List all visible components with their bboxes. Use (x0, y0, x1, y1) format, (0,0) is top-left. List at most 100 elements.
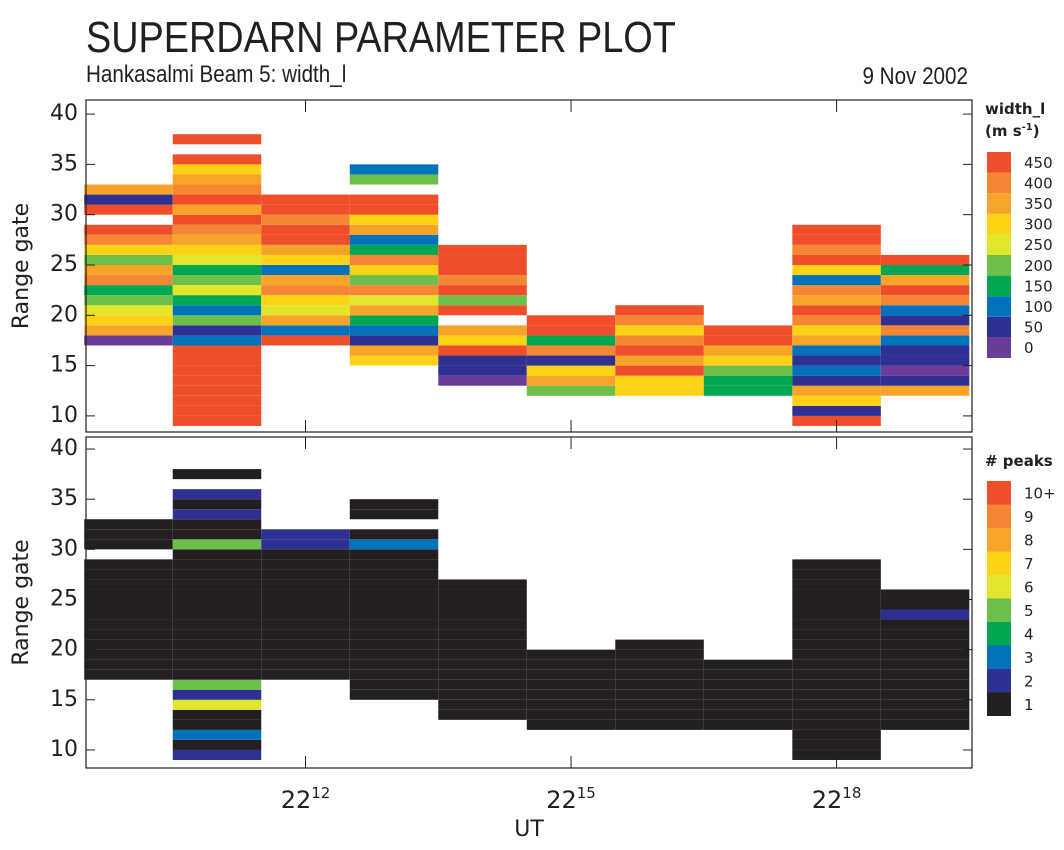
x-tick-hour: 22 (812, 786, 843, 814)
x-tick-hour: 22 (281, 786, 312, 814)
plot-frame (85, 99, 973, 433)
cell (172, 599, 262, 610)
colorbar-label: 350 (1024, 195, 1053, 213)
cell (526, 669, 616, 680)
cell (84, 609, 173, 620)
cell (84, 669, 173, 680)
cell (880, 264, 970, 276)
y-tick-label: 15 (50, 687, 78, 712)
cell (526, 679, 616, 690)
cell (526, 699, 616, 710)
cell (172, 154, 262, 165)
cell (172, 285, 262, 296)
cell (349, 325, 439, 336)
colorbar-swatch (987, 316, 1011, 338)
colorbar-swatch (987, 669, 1011, 693)
cell (880, 355, 970, 366)
cell (172, 204, 262, 215)
cell (349, 264, 439, 276)
cell (349, 285, 439, 296)
cell (261, 639, 350, 650)
cell (703, 699, 793, 710)
cell (172, 609, 262, 620)
cell (261, 599, 350, 610)
y-axis-label: Range gate (9, 203, 34, 329)
cell (880, 345, 970, 356)
colorbar-title: width_l (985, 100, 1045, 118)
cell (438, 689, 527, 700)
cell (880, 305, 970, 316)
cell (349, 609, 439, 620)
colorbar-swatch (987, 551, 1011, 575)
cell (880, 589, 970, 600)
cell (172, 529, 262, 540)
cell (615, 669, 704, 680)
cell (880, 375, 970, 386)
cell (792, 699, 881, 710)
cell (792, 709, 881, 720)
cell (261, 325, 350, 336)
x-axis-label: UT (514, 817, 544, 842)
cell (615, 639, 704, 650)
cell (84, 224, 173, 235)
cell (172, 325, 262, 336)
y-tick-label: 30 (50, 202, 78, 227)
cell (172, 385, 262, 396)
cell (261, 204, 350, 215)
cell (84, 619, 173, 630)
cell (349, 529, 439, 540)
cell (880, 325, 970, 336)
cell (792, 264, 881, 276)
cell (792, 719, 881, 730)
cell (438, 589, 527, 600)
cell (526, 709, 616, 720)
cell (84, 325, 173, 336)
cell (261, 234, 350, 245)
cell (261, 275, 350, 286)
cell (261, 589, 350, 600)
cell (615, 335, 704, 346)
cell (703, 365, 793, 376)
cell (792, 405, 881, 416)
cell (84, 599, 173, 610)
cell (172, 669, 262, 680)
cell (792, 679, 881, 690)
cell (615, 719, 704, 730)
cell (615, 355, 704, 366)
cell (172, 275, 262, 286)
cell (172, 619, 262, 630)
cell (526, 649, 616, 660)
cell (438, 709, 527, 720)
cell (880, 669, 970, 680)
cell (172, 649, 262, 660)
colorbar-swatch (987, 528, 1011, 552)
cell (349, 679, 439, 690)
cell (349, 649, 439, 660)
cell (349, 509, 439, 520)
y-tick-label: 25 (50, 252, 78, 277)
chart-title: SUPERDARN PARAMETER PLOT (86, 12, 676, 61)
cell (172, 569, 262, 580)
cell (880, 619, 970, 630)
cell (172, 499, 262, 510)
cell (84, 315, 173, 326)
cell (792, 639, 881, 650)
cell (349, 599, 439, 610)
cell (703, 335, 793, 346)
colorbar-label: 400 (1024, 174, 1053, 192)
cell (792, 305, 881, 316)
cell (792, 609, 881, 620)
cell (703, 669, 793, 680)
cell (172, 305, 262, 316)
cell (615, 659, 704, 670)
colorbar-label: 7 (1024, 555, 1034, 573)
x-tick-label: 2218 (812, 784, 862, 814)
cell (261, 224, 350, 235)
cell (172, 749, 262, 760)
cell (261, 669, 350, 680)
cell (438, 285, 527, 296)
cell (880, 719, 970, 730)
cell (261, 264, 350, 276)
cell (880, 285, 970, 296)
